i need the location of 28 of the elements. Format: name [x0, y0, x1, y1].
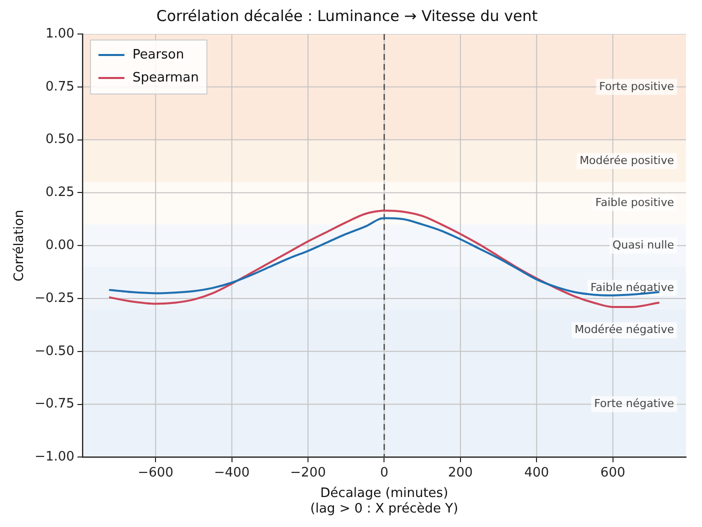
- x-tick-label: −600: [138, 465, 174, 480]
- band-label: Modérée négative: [574, 323, 674, 336]
- x-tick-label: −400: [214, 465, 250, 480]
- y-tick-label: 0.50: [45, 132, 74, 148]
- band-label: Forte négative: [594, 397, 674, 410]
- y-tick-label: −0.50: [34, 344, 74, 359]
- band-label: Modérée positive: [580, 154, 674, 167]
- band-label: Quasi nulle: [612, 238, 674, 252]
- band-label: Faible négative: [590, 280, 674, 294]
- band-label: Faible positive: [595, 196, 674, 210]
- x-tick-label: 200: [448, 465, 473, 480]
- x-tick-label: −200: [290, 465, 326, 480]
- band-label: Forte positive: [599, 80, 674, 93]
- y-tick-label: 0.75: [45, 79, 74, 94]
- x-tick-label: 0: [380, 465, 388, 480]
- x-axis-title: Décalage (minutes) (lag > 0 : X précède Y): [310, 486, 458, 517]
- x-tick-label: 600: [600, 465, 626, 480]
- y-axis-title: Corrélation: [12, 210, 28, 282]
- y-tick-label: 0.25: [45, 185, 74, 200]
- legend-label: Pearson: [132, 47, 184, 62]
- x-tick-label: 400: [524, 465, 550, 480]
- y-tick-label: 0.00: [45, 238, 74, 253]
- legend-label: Spearman: [132, 70, 199, 86]
- y-tick-label: −1.00: [34, 450, 74, 465]
- chart-title: Corrélation décalée : Luminance → Vitesse du vent: [156, 6, 538, 25]
- y-tick-label: 1.00: [45, 26, 74, 42]
- y-tick-label: −0.75: [34, 396, 74, 412]
- y-tick-label: −0.25: [34, 290, 74, 306]
